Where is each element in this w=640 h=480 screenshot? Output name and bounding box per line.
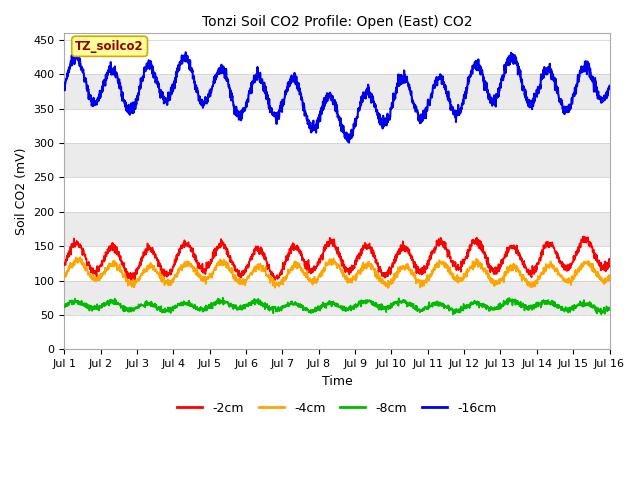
Text: TZ_soilco2: TZ_soilco2 [76,40,144,53]
Bar [65,74,609,108]
X-axis label: Time: Time [321,374,353,387]
Legend: -2cm, -4cm, -8cm, -16cm: -2cm, -4cm, -8cm, -16cm [172,396,502,420]
Bar [65,315,609,349]
Y-axis label: Soil CO2 (mV): Soil CO2 (mV) [15,147,28,235]
Bar [65,280,609,315]
Title: Tonzi Soil CO2 Profile: Open (East) CO2: Tonzi Soil CO2 Profile: Open (East) CO2 [202,15,472,29]
Bar [65,108,609,143]
Bar [65,178,609,212]
Bar [65,40,609,74]
Bar [65,212,609,246]
Bar [65,246,609,280]
Bar [65,143,609,178]
